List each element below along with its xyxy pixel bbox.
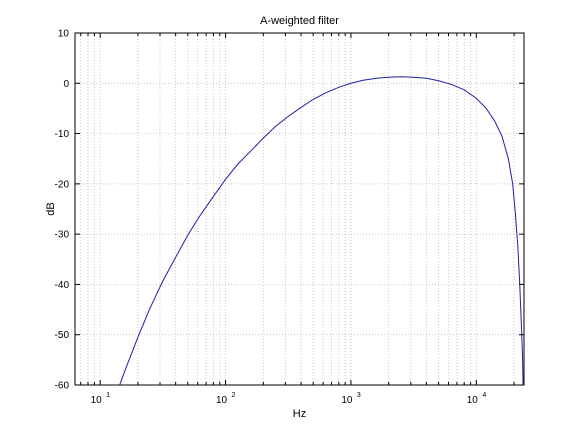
y-tick-label: -50 <box>55 330 70 341</box>
x-tick-label: 10 <box>467 395 479 406</box>
y-tick-label: -60 <box>55 381 70 392</box>
x-axis-label: Hz <box>293 408 306 420</box>
x-tick-label: 10 <box>341 395 353 406</box>
y-tick-label: -20 <box>55 179 70 190</box>
x-tick-label: 10 <box>91 395 103 406</box>
y-tick-label: -30 <box>55 230 70 241</box>
y-tick-label: -10 <box>55 129 70 140</box>
y-tick-label: 0 <box>63 79 69 90</box>
y-tick-label: 10 <box>58 29 70 40</box>
chart-title: A-weighted filter <box>260 15 339 27</box>
x-tick-label-exponent: 1 <box>106 392 110 399</box>
x-tick-label-exponent: 3 <box>357 392 361 399</box>
y-axis-label: dB <box>45 202 57 215</box>
series-line-a-weighted <box>119 76 524 386</box>
plot-frame <box>74 32 525 386</box>
ticks <box>75 32 524 386</box>
x-tick-label: 10 <box>216 395 228 406</box>
x-tick-label-exponent: 2 <box>232 392 236 399</box>
x-tick-label-exponent: 4 <box>482 392 486 399</box>
y-tick-label: -40 <box>55 280 70 291</box>
